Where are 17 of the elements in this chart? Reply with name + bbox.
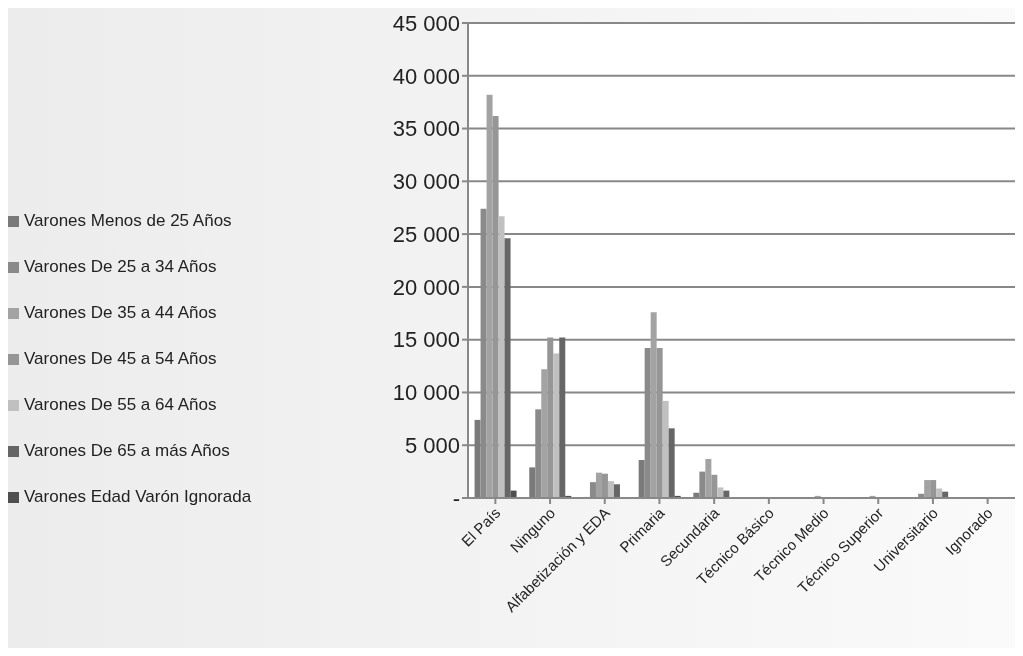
y-tick-label: 35 000 [392, 116, 460, 142]
y-tick-label: 10 000 [392, 380, 460, 406]
y-tick-label: 25 000 [392, 221, 460, 247]
y-tick-label: 5 000 [404, 433, 460, 459]
legend-label: Varones Edad Varón Ignorada [24, 487, 252, 507]
legend-label: Varones De 65 a más Años [24, 441, 230, 461]
y-tick-label: - [452, 485, 460, 511]
legend-label: Varones De 55 a 64 Años [24, 395, 217, 415]
legend-label: Varones De 25 a 34 Años [24, 257, 217, 277]
y-tick-label: 30 000 [392, 169, 460, 195]
legend-label: Varones De 45 a 54 Años [24, 349, 217, 369]
y-tick-label: 20 000 [392, 274, 460, 300]
legend-label: Varones Menos de 25 Años [24, 211, 232, 231]
y-tick-label: 15 000 [392, 327, 460, 353]
legend-label: Varones De 35 a 44 Años [24, 303, 217, 323]
y-tick-label: 40 000 [392, 63, 460, 89]
y-tick-label: 45 000 [392, 10, 460, 36]
